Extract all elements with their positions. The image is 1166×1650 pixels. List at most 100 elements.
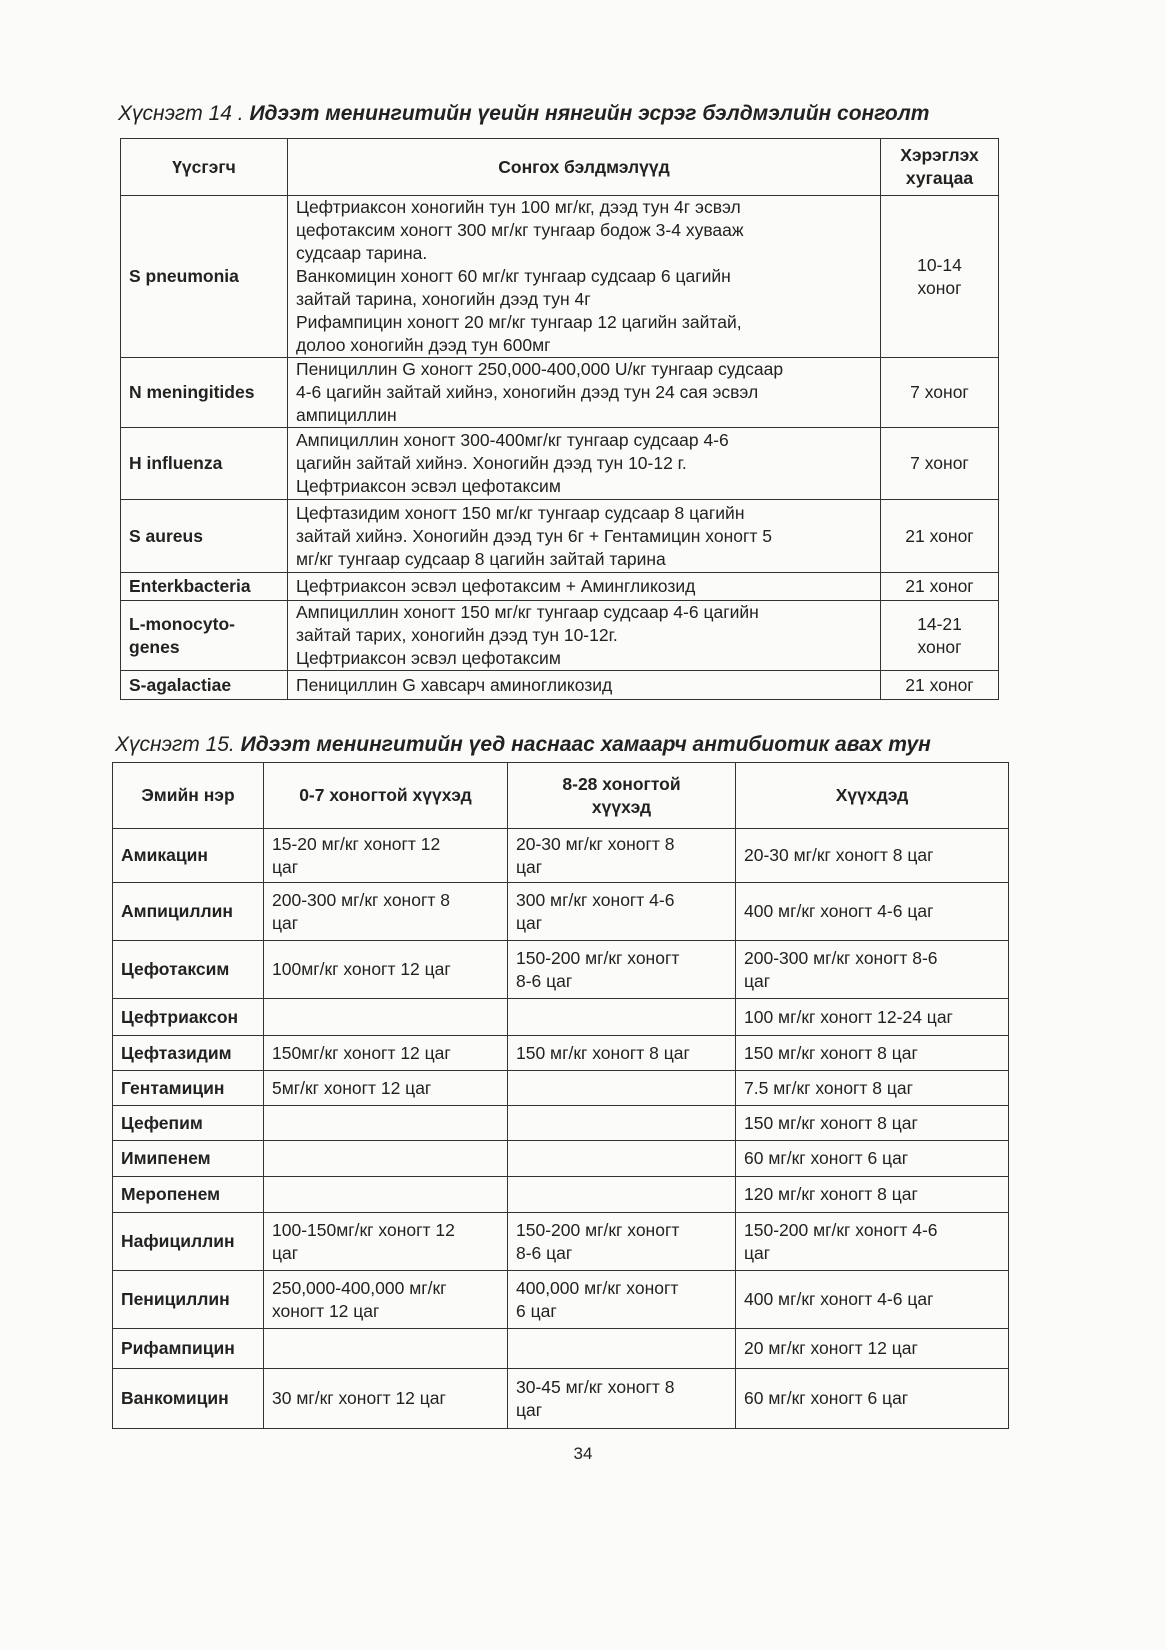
drugs-cell: Пенициллин G хавсарч аминогликозид — [287, 670, 881, 700]
pathogen-cell: S-agalactiae — [120, 670, 288, 700]
table-row: Имипенем 60 мг/кг хоногт 6 цаг — [112, 1140, 1009, 1177]
dose-child-cell: 120 мг/кг хоногт 8 цаг — [735, 1176, 1009, 1213]
drugs-cell: Цефтриаксон эсвэл цефотаксим + Аминглико… — [287, 572, 881, 601]
drug-name-cell: Ампициллин — [112, 882, 264, 941]
table-row: Пенициллин 250,000-400,000 мг/кг хоногт 1… — [112, 1270, 1009, 1329]
drug-name-cell: Цефотаксим — [112, 940, 264, 999]
dose-child-cell: 100 мг/кг хоногт 12-24 цаг — [735, 998, 1009, 1036]
dose-8-28-cell — [507, 1176, 736, 1213]
drug-name-cell: Амикацин — [112, 828, 264, 883]
table-row: L-monocyto- genes Ампициллин хоногт 150 м… — [120, 600, 999, 671]
dose-8-28-cell — [507, 1328, 736, 1369]
dose-8-28-cell: 150-200 мг/кг хоногт 8-6 цаг — [507, 1212, 736, 1271]
pathogen-cell: S pneumonia — [120, 195, 288, 358]
dose-0-7-cell: 250,000-400,000 мг/кг хоногт 12 цаг — [263, 1270, 508, 1329]
table-row: H influenza Ампициллин хоногт 300-400мг/к… — [120, 427, 999, 500]
table-row: Меропенем 120 мг/кг хоногт 8 цаг — [112, 1176, 1009, 1213]
duration-cell: 21 хоног — [880, 499, 999, 573]
duration-cell: 14-21 хоног — [880, 600, 999, 671]
drugs-cell: Цефтриаксон хоногийн тун 100 мг/кг, дээд… — [287, 195, 881, 358]
header-duration: Хэрэглэх хугацаа — [880, 138, 999, 196]
duration-cell: 7 хоног — [880, 357, 999, 428]
table-row: S pneumonia Цефтриаксон хоногийн тун 100 … — [120, 195, 999, 358]
dose-8-28-cell — [507, 998, 736, 1036]
dose-child-cell: 150 мг/кг хоногт 8 цаг — [735, 1105, 1009, 1141]
table-row: S aureus Цефтазидим хоногт 150 мг/кг тунг… — [120, 499, 999, 573]
page-number: 34 — [573, 1444, 593, 1463]
dose-0-7-cell: 5мг/кг хоногт 12 цаг — [263, 1070, 508, 1106]
table-row: Гентамицин 5мг/кг хоногт 12 цаг 7.5 мг/кг … — [112, 1070, 1009, 1106]
drug-name-cell: Цефепим — [112, 1105, 264, 1141]
table-14: Үүсгэгч Сонгох бэлдмэлүүд Хэрэглэх хугац… — [120, 138, 999, 700]
dose-child-cell: 60 мг/кг хоногт 6 цаг — [735, 1368, 1009, 1429]
dose-0-7-cell: 15-20 мг/кг хоногт 12 цаг — [263, 828, 508, 883]
dose-0-7-cell — [263, 998, 508, 1036]
dose-8-28-cell: 20-30 мг/кг хоногт 8 цаг — [507, 828, 736, 883]
dose-0-7-cell: 200-300 мг/кг хоногт 8 цаг — [263, 882, 508, 941]
table-row: Амикацин 15-20 мг/кг хоногт 12 цаг 20-30 м… — [112, 828, 1009, 883]
table-row: Цефепим 150 мг/кг хоногт 8 цаг — [112, 1105, 1009, 1141]
dose-child-cell: 150-200 мг/кг хоногт 4-6 цаг — [735, 1212, 1009, 1271]
dose-child-cell: 7.5 мг/кг хоногт 8 цаг — [735, 1070, 1009, 1106]
dose-0-7-cell — [263, 1105, 508, 1141]
duration-cell: 21 хоног — [880, 572, 999, 601]
table-row: Ампициллин 200-300 мг/кг хоногт 8 цаг 300 … — [112, 882, 1009, 941]
pathogen-cell: S aureus — [120, 499, 288, 573]
dose-8-28-cell: 300 мг/кг хоногт 4-6 цаг — [507, 882, 736, 941]
drug-name-cell: Ванкомицин — [112, 1368, 264, 1429]
table-row: Цефотаксим 100мг/кг хоногт 12 цаг 150-200 … — [112, 940, 1009, 999]
duration-cell: 21 хоног — [880, 670, 999, 700]
dose-0-7-cell: 100мг/кг хоногт 12 цаг — [263, 940, 508, 999]
drug-name-cell: Пенициллин — [112, 1270, 264, 1329]
header-children: Хүүхдэд — [735, 762, 1009, 829]
dose-0-7-cell — [263, 1176, 508, 1213]
pathogen-cell: N meningitides — [120, 357, 288, 428]
header-8-28-days: 8-28 хоногтой хүүхэд — [507, 762, 736, 829]
table-row: N meningitides Пенициллин G хоногт 250,00… — [120, 357, 999, 428]
duration-cell: 10-14 хоног — [880, 195, 999, 358]
header-pathogen: Үүсгэгч — [120, 138, 288, 196]
dose-child-cell: 400 мг/кг хоногт 4-6 цаг — [735, 1270, 1009, 1329]
table-14-caption: Хүснэгт 14 . Идээт менингитийн үеийн нян… — [118, 102, 929, 126]
header-0-7-days: 0-7 хоногтой хүүхэд — [263, 762, 508, 829]
header-drugs: Сонгох бэлдмэлүүд — [287, 138, 881, 196]
table-row: Цефтазидим 150мг/кг хоногт 12 цаг 150 мг/к… — [112, 1035, 1009, 1071]
duration-cell: 7 хоног — [880, 427, 999, 500]
drug-name-cell: Имипенем — [112, 1140, 264, 1177]
table-row: Цефтриаксон 100 мг/кг хоногт 12-24 цаг — [112, 998, 1009, 1036]
pathogen-cell: H influenza — [120, 427, 288, 500]
drug-name-cell: Цефтазидим — [112, 1035, 264, 1071]
table-15-title: Идээт менингитийн үед наснаас хамаарч ан… — [240, 733, 931, 756]
drugs-cell: Пенициллин G хоногт 250,000-400,000 U/кг… — [287, 357, 881, 428]
dose-8-28-cell: 150-200 мг/кг хоногт 8-6 цаг — [507, 940, 736, 999]
drugs-cell: Ампициллин хоногт 150 мг/кг тунгаар судс… — [287, 600, 881, 671]
dose-8-28-cell: 150 мг/кг хоногт 8 цаг — [507, 1035, 736, 1071]
dose-child-cell: 400 мг/кг хоногт 4-6 цаг — [735, 882, 1009, 941]
drug-name-cell: Нафициллин — [112, 1212, 264, 1271]
table-15-caption: Хүснэгт 15. Идээт менингитийн үед наснаа… — [115, 733, 931, 757]
table-row: Ванкомицин 30 мг/кг хоногт 12 цаг 30-45 мг… — [112, 1368, 1009, 1429]
header-drug-name: Эмийн нэр — [112, 762, 264, 829]
dose-8-28-cell — [507, 1140, 736, 1177]
dose-8-28-cell — [507, 1105, 736, 1141]
dose-0-7-cell: 100-150мг/кг хоногт 12 цаг — [263, 1212, 508, 1271]
dose-child-cell: 20 мг/кг хоногт 12 цаг — [735, 1328, 1009, 1369]
table-15: Эмийн нэр 0-7 хоногтой хүүхэд 8-28 хоног… — [112, 762, 1009, 1429]
table-row: Рифампицин 20 мг/кг хоногт 12 цаг — [112, 1328, 1009, 1369]
drug-name-cell: Рифампицин — [112, 1328, 264, 1369]
dose-0-7-cell — [263, 1328, 508, 1369]
dose-child-cell: 150 мг/кг хоногт 8 цаг — [735, 1035, 1009, 1071]
table-row: Нафициллин 100-150мг/кг хоногт 12 цаг 150-… — [112, 1212, 1009, 1271]
dose-8-28-cell: 400,000 мг/кг хоногт 6 цаг — [507, 1270, 736, 1329]
drug-name-cell: Гентамицин — [112, 1070, 264, 1106]
drug-name-cell: Цефтриаксон — [112, 998, 264, 1036]
dose-0-7-cell — [263, 1140, 508, 1177]
dose-8-28-cell: 30-45 мг/кг хоногт 8 цаг — [507, 1368, 736, 1429]
table-14-title: Идээт менингитийн үеийн нянгийн эсрэг бэ… — [249, 102, 930, 125]
table-row: S-agalactiae Пенициллин G хавсарч аминогл… — [120, 670, 999, 700]
drugs-cell: Цефтазидим хоногт 150 мг/кг тунгаар судс… — [287, 499, 881, 573]
dose-0-7-cell: 30 мг/кг хоногт 12 цаг — [263, 1368, 508, 1429]
dose-child-cell: 200-300 мг/кг хоногт 8-6 цаг — [735, 940, 1009, 999]
pathogen-cell: L-monocyto- genes — [120, 600, 288, 671]
table-15-label: Хүснэгт 15. — [115, 733, 235, 756]
